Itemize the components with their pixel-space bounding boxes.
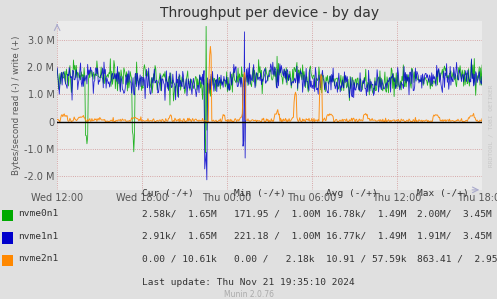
Text: RRDTOOL / TOBI OETIKER: RRDTOOL / TOBI OETIKER: [489, 84, 494, 167]
Text: Max (-/+): Max (-/+): [417, 189, 469, 198]
Text: Cur (-/+): Cur (-/+): [142, 189, 193, 198]
Text: 10.91 / 57.59k: 10.91 / 57.59k: [326, 254, 406, 263]
Text: 221.18 /  1.00M: 221.18 / 1.00M: [234, 232, 320, 241]
Text: Munin 2.0.76: Munin 2.0.76: [224, 290, 273, 299]
Text: 0.00 /   2.18k: 0.00 / 2.18k: [234, 254, 314, 263]
Text: Avg (-/+): Avg (-/+): [326, 189, 377, 198]
Title: Throughput per device - by day: Throughput per device - by day: [160, 6, 379, 20]
Text: 2.58k/  1.65M: 2.58k/ 1.65M: [142, 209, 216, 218]
Text: 171.95 /  1.00M: 171.95 / 1.00M: [234, 209, 320, 218]
Text: 16.77k/  1.49M: 16.77k/ 1.49M: [326, 232, 406, 241]
Text: nvme1n1: nvme1n1: [18, 232, 59, 241]
Text: Min (-/+): Min (-/+): [234, 189, 285, 198]
Text: Last update: Thu Nov 21 19:35:10 2024: Last update: Thu Nov 21 19:35:10 2024: [142, 278, 355, 287]
Text: 2.91k/  1.65M: 2.91k/ 1.65M: [142, 232, 216, 241]
Text: nvme2n1: nvme2n1: [18, 254, 59, 263]
Text: nvme0n1: nvme0n1: [18, 209, 59, 218]
Text: 2.00M/  3.45M: 2.00M/ 3.45M: [417, 209, 492, 218]
Text: 16.78k/  1.49M: 16.78k/ 1.49M: [326, 209, 406, 218]
Text: 0.00 / 10.61k: 0.00 / 10.61k: [142, 254, 216, 263]
Text: 863.41 /  2.95M: 863.41 / 2.95M: [417, 254, 497, 263]
Text: 1.91M/  3.45M: 1.91M/ 3.45M: [417, 232, 492, 241]
Y-axis label: Bytes/second read (-) / write (+): Bytes/second read (-) / write (+): [12, 36, 21, 175]
